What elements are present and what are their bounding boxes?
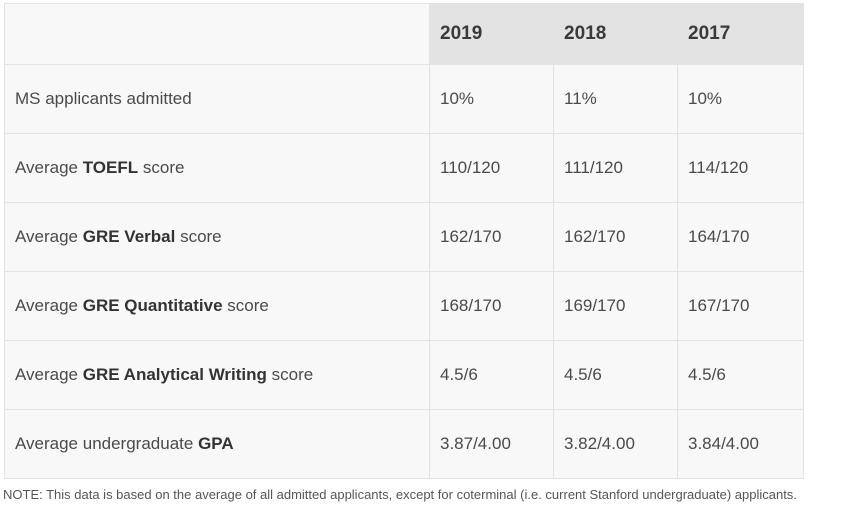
- row-label-text: Average: [15, 158, 83, 177]
- row-label: Average GRE Analytical Writing score: [4, 340, 430, 410]
- row-label: Average GRE Verbal score: [4, 202, 430, 272]
- row-label-bold: TOEFL: [82, 158, 139, 177]
- cell-value: 10%: [429, 64, 554, 134]
- row-label-suffix: score: [175, 227, 222, 246]
- cell-value: 10%: [677, 64, 804, 134]
- cell-value: 11%: [553, 64, 678, 134]
- header-year-2018: 2018: [553, 3, 678, 65]
- cell-value: 114/120: [677, 133, 804, 203]
- cell-value: 3.84/4.00: [677, 409, 804, 479]
- cell-value: 168/170: [429, 271, 554, 341]
- table-row: Average undergraduate GPA 3.87/4.00 3.82…: [4, 409, 804, 479]
- cell-value: 162/170: [429, 202, 554, 272]
- row-label-suffix: score: [138, 158, 185, 177]
- cell-value: 162/170: [553, 202, 678, 272]
- row-label-text: Average: [15, 296, 83, 315]
- cell-value: 4.5/6: [429, 340, 554, 410]
- row-label-bold: GRE Verbal: [82, 227, 176, 246]
- cell-value: 110/120: [429, 133, 554, 203]
- row-label: Average undergraduate GPA: [4, 409, 430, 479]
- header-year-2019: 2019: [429, 3, 554, 65]
- row-label-bold: GRE Quantitative: [82, 296, 223, 315]
- table-row: Average TOEFL score 110/120 111/120 114/…: [4, 133, 804, 203]
- cell-value: 111/120: [553, 133, 678, 203]
- row-label-text: Average: [15, 365, 83, 384]
- table-header-row: 2019 2018 2017: [4, 3, 804, 65]
- row-label-suffix: score: [266, 365, 314, 384]
- row-label-text: MS applicants admitted: [15, 89, 192, 108]
- header-year-2017: 2017: [677, 3, 804, 65]
- row-label: Average TOEFL score: [4, 133, 430, 203]
- cell-value: 167/170: [677, 271, 804, 341]
- cell-value: 3.87/4.00: [429, 409, 554, 479]
- cell-value: 4.5/6: [553, 340, 678, 410]
- cell-value: 4.5/6: [677, 340, 804, 410]
- cell-value: 169/170: [553, 271, 678, 341]
- header-empty-cell: [4, 3, 430, 65]
- cell-value: 164/170: [677, 202, 804, 272]
- row-label: MS applicants admitted: [4, 64, 430, 134]
- row-label-bold: GPA: [198, 434, 234, 453]
- table-row: Average GRE Verbal score 162/170 162/170…: [4, 202, 804, 272]
- row-label: Average GRE Quantitative score: [4, 271, 430, 341]
- row-label-bold: GRE Analytical Writing: [82, 365, 267, 384]
- row-label-text: Average undergraduate: [15, 434, 199, 453]
- row-label-suffix: score: [222, 296, 269, 315]
- cell-value: 3.82/4.00: [553, 409, 678, 479]
- table-row: MS applicants admitted 10% 11% 10%: [4, 64, 804, 134]
- table-row: Average GRE Analytical Writing score 4.5…: [4, 340, 804, 410]
- admissions-stats-table: 2019 2018 2017 MS applicants admitted 10…: [4, 3, 804, 479]
- footnote: NOTE: This data is based on the average …: [3, 487, 797, 502]
- table-row: Average GRE Quantitative score 168/170 1…: [4, 271, 804, 341]
- row-label-text: Average: [15, 227, 83, 246]
